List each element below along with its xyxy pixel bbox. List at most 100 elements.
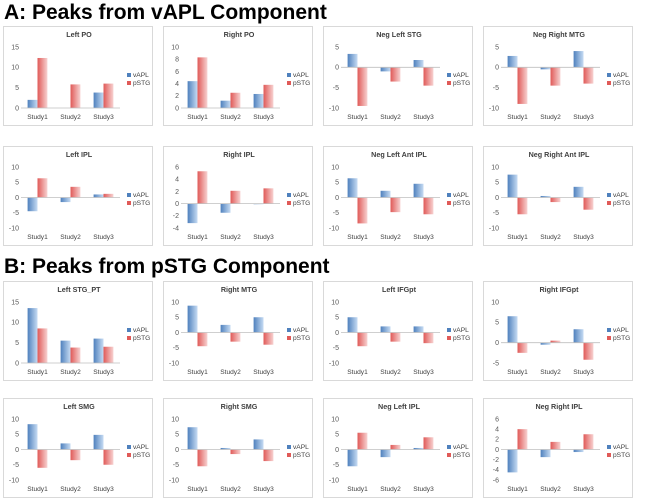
category-label: Study1 bbox=[347, 234, 368, 241]
y-tick-label: 10 bbox=[11, 65, 19, 72]
y-tick-label: 5 bbox=[495, 44, 499, 51]
bar-vapl-study2 bbox=[381, 67, 391, 71]
y-tick-label: -5 bbox=[493, 210, 499, 217]
category-label: Study2 bbox=[220, 234, 241, 241]
y-tick-label: 10 bbox=[171, 299, 179, 306]
bar-vapl-study1 bbox=[348, 54, 358, 67]
chart-title: Neg Left IPL bbox=[378, 402, 421, 411]
chart-title: Neg Right IPL bbox=[535, 402, 583, 411]
category-label: Study1 bbox=[27, 369, 48, 376]
legend-label-pstg: pSTG bbox=[453, 335, 470, 342]
bar-pstg-study3 bbox=[264, 85, 274, 108]
bar-vapl-study2 bbox=[61, 198, 71, 203]
y-tick-label: 2 bbox=[175, 93, 179, 100]
y-tick-label: 5 bbox=[15, 85, 19, 92]
category-label: Study2 bbox=[380, 369, 401, 376]
bar-pstg-study2 bbox=[71, 84, 81, 108]
category-label: Study1 bbox=[187, 114, 208, 121]
legend-swatch-vapl bbox=[127, 445, 131, 449]
bar-vapl-study1 bbox=[348, 450, 358, 467]
legend-label-vapl: vAPL bbox=[293, 327, 309, 334]
category-label: Study2 bbox=[540, 486, 561, 493]
legend-label-pstg: pSTG bbox=[133, 80, 150, 87]
bar-pstg-study1 bbox=[358, 333, 368, 347]
legend-label-vapl: vAPL bbox=[293, 72, 309, 79]
y-tick-label: -10 bbox=[169, 477, 179, 484]
bar-vapl-study1 bbox=[508, 450, 518, 473]
bar-pstg-study2 bbox=[391, 67, 401, 81]
category-label: Study2 bbox=[380, 234, 401, 241]
category-label: Study1 bbox=[27, 234, 48, 241]
category-label: Study3 bbox=[253, 486, 274, 493]
y-tick-label: 5 bbox=[495, 180, 499, 187]
bar-vapl-study1 bbox=[508, 316, 518, 342]
legend-label-vapl: vAPL bbox=[613, 444, 629, 451]
bar-pstg-study1 bbox=[518, 343, 528, 353]
legend-swatch-vapl bbox=[287, 328, 291, 332]
legend-label-vapl: vAPL bbox=[453, 72, 469, 79]
bar-pstg-study1 bbox=[38, 328, 48, 363]
category-label: Study2 bbox=[220, 114, 241, 121]
bar-vapl-study2 bbox=[221, 325, 231, 333]
legend-label-vapl: vAPL bbox=[133, 444, 149, 451]
bar-vapl-study1 bbox=[28, 308, 38, 363]
y-tick-label: 10 bbox=[11, 164, 19, 171]
y-tick-label: 0 bbox=[495, 65, 499, 72]
category-label: Study1 bbox=[347, 369, 368, 376]
chart-title: Right SMG bbox=[221, 402, 258, 411]
bar-pstg-study1 bbox=[358, 198, 368, 224]
y-tick-label: 5 bbox=[175, 315, 179, 322]
y-tick-label: 0 bbox=[335, 65, 339, 72]
y-tick-label: 6 bbox=[175, 164, 179, 171]
legend-label-pstg: pSTG bbox=[293, 200, 310, 207]
y-tick-label: -10 bbox=[329, 360, 339, 367]
y-tick-label: -10 bbox=[169, 360, 179, 367]
y-tick-label: 6 bbox=[495, 416, 499, 423]
legend-label-vapl: vAPL bbox=[453, 327, 469, 334]
chart-title: Right MTG bbox=[221, 285, 258, 294]
y-tick-label: 8 bbox=[175, 57, 179, 64]
bar-vapl-study1 bbox=[188, 81, 198, 108]
bar-vapl-study3 bbox=[414, 326, 424, 332]
category-label: Study3 bbox=[573, 369, 594, 376]
legend-label-vapl: vAPL bbox=[133, 192, 149, 199]
bar-vapl-study1 bbox=[28, 198, 38, 212]
bar-pstg-study3 bbox=[104, 84, 114, 108]
y-tick-label: 5 bbox=[15, 340, 19, 347]
y-tick-label: 10 bbox=[171, 416, 179, 423]
y-tick-label: 0 bbox=[175, 330, 179, 337]
bar-pstg-study2 bbox=[71, 187, 81, 198]
legend-swatch-pstg bbox=[607, 81, 611, 85]
bar-vapl-study1 bbox=[348, 317, 358, 332]
category-label: Study1 bbox=[187, 486, 208, 493]
legend-swatch-pstg bbox=[447, 453, 451, 457]
y-tick-label: 10 bbox=[11, 320, 19, 327]
category-label: Study1 bbox=[507, 486, 528, 493]
category-label: Study3 bbox=[93, 486, 114, 493]
legend-swatch-vapl bbox=[607, 73, 611, 77]
category-label: Study2 bbox=[60, 114, 81, 121]
category-label: Study2 bbox=[60, 369, 81, 376]
bar-pstg-study3 bbox=[584, 67, 594, 83]
y-tick-label: 0 bbox=[15, 195, 19, 202]
legend-label-pstg: pSTG bbox=[613, 80, 630, 87]
y-tick-label: 10 bbox=[11, 416, 19, 423]
category-label: Study2 bbox=[220, 486, 241, 493]
chart-title: Left STG_PT bbox=[57, 285, 101, 294]
bar-pstg-study2 bbox=[231, 191, 241, 204]
category-label: Study2 bbox=[540, 114, 561, 121]
bar-pstg-study1 bbox=[38, 450, 48, 468]
y-tick-label: 4 bbox=[175, 81, 179, 88]
bar-pstg-study2 bbox=[551, 198, 561, 203]
bar-vapl-study3 bbox=[414, 60, 424, 67]
y-tick-label: 5 bbox=[175, 432, 179, 439]
y-tick-label: 6 bbox=[175, 69, 179, 76]
y-tick-label: 5 bbox=[335, 315, 339, 322]
